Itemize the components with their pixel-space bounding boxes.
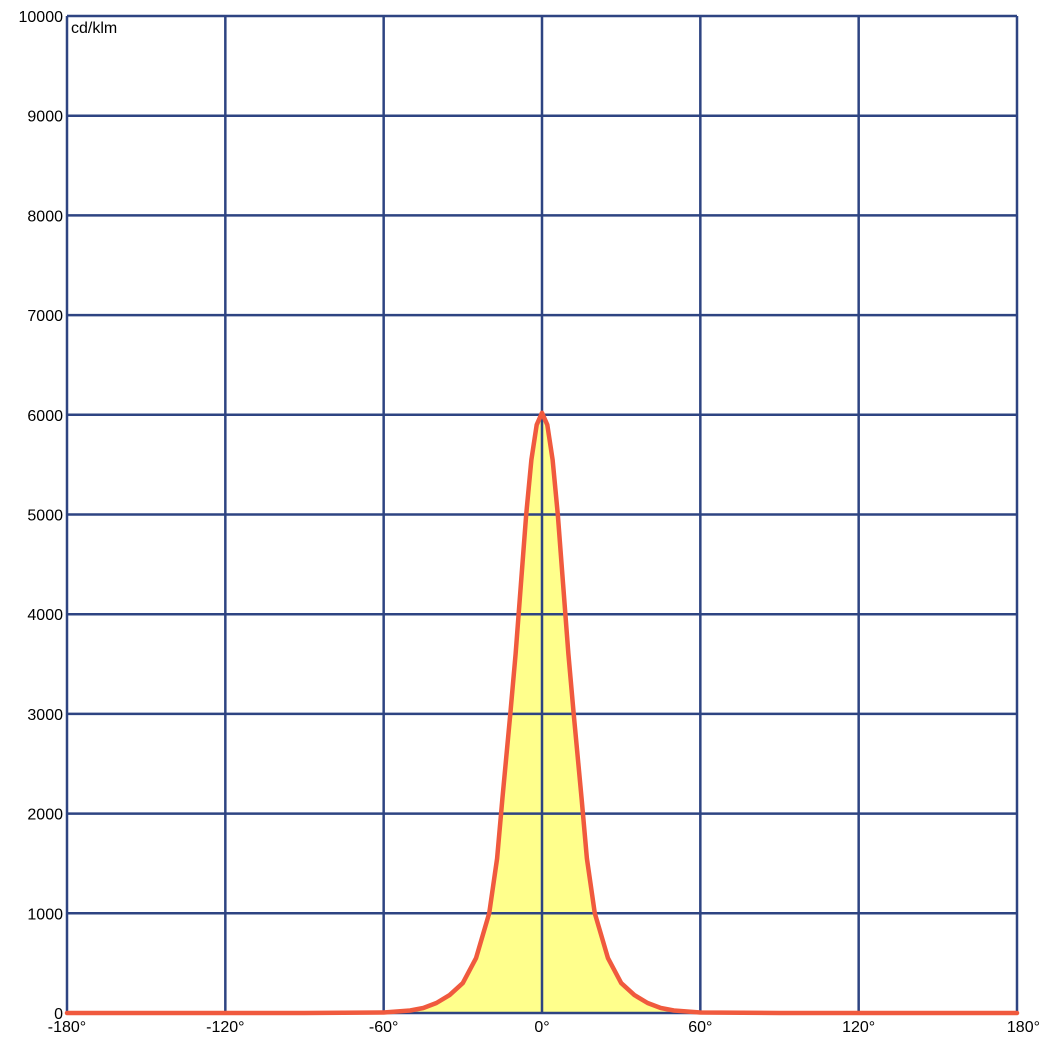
y-tick-label: 3000: [27, 707, 63, 724]
y-tick-label: 5000: [27, 508, 63, 525]
curve-layer: [64, 410, 1020, 1016]
y-tick-label: 8000: [27, 208, 63, 225]
unit-label: cd/klm: [71, 20, 117, 37]
grid-layer: [65, 14, 1019, 1015]
y-tick-label: 7000: [27, 308, 63, 325]
y-tick-label: 6000: [27, 408, 63, 425]
x-tick-label: 180°: [1007, 1019, 1040, 1036]
intensity-curve-line: [64, 410, 1020, 1016]
y-tick-label: 9000: [27, 109, 63, 126]
y-tick-label: 4000: [27, 607, 63, 624]
x-axis-tick-labels: -180° -120° -60° 0° 60° 120° 180°: [48, 1019, 1040, 1036]
y-tick-label: 1000: [27, 906, 63, 923]
y-tick-label: 2000: [27, 807, 63, 824]
x-tick-label: -120°: [206, 1019, 244, 1036]
x-tick-label: -180°: [48, 1019, 86, 1036]
x-tick-label: 0°: [534, 1019, 549, 1036]
y-axis-tick-labels: 0 1000 2000 3000 4000 5000 6000 7000 8000 9000 100…: [19, 9, 64, 1023]
x-tick-label: -60°: [369, 1019, 399, 1036]
y-tick-label: 0: [54, 1006, 63, 1023]
x-tick-label: 120°: [842, 1019, 875, 1036]
x-tick-label: 60°: [688, 1019, 712, 1036]
y-tick-label: 10000: [19, 9, 64, 26]
